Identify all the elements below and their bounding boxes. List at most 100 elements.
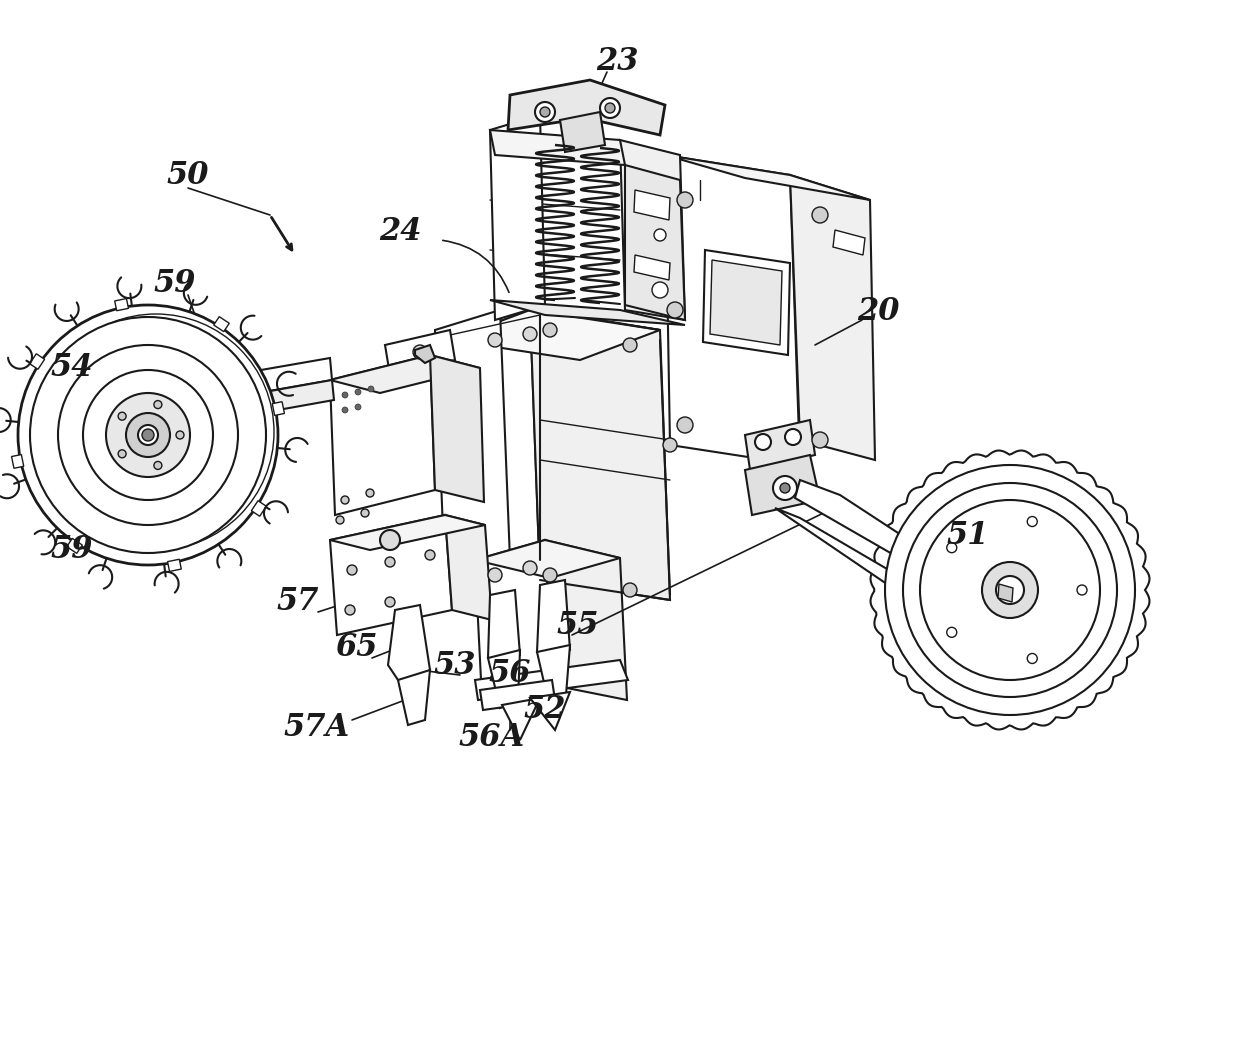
Circle shape: [345, 605, 355, 615]
Polygon shape: [475, 540, 620, 578]
Polygon shape: [745, 455, 820, 515]
Circle shape: [667, 302, 683, 318]
Text: 56: 56: [489, 657, 531, 689]
Circle shape: [58, 344, 238, 525]
Circle shape: [413, 344, 427, 359]
Circle shape: [523, 561, 537, 575]
Polygon shape: [508, 80, 665, 135]
Circle shape: [379, 530, 401, 550]
Polygon shape: [529, 692, 570, 730]
Circle shape: [534, 102, 556, 122]
Circle shape: [355, 404, 361, 410]
Circle shape: [543, 323, 557, 337]
Polygon shape: [537, 580, 570, 656]
Polygon shape: [475, 540, 552, 700]
Circle shape: [885, 465, 1135, 716]
Text: 53: 53: [434, 650, 476, 681]
Circle shape: [653, 229, 666, 241]
Circle shape: [539, 107, 551, 117]
Polygon shape: [537, 644, 570, 700]
Polygon shape: [30, 354, 45, 369]
Polygon shape: [475, 660, 627, 700]
Circle shape: [342, 407, 348, 413]
Polygon shape: [490, 300, 684, 325]
Circle shape: [19, 305, 278, 565]
Text: 57A: 57A: [284, 712, 350, 743]
Circle shape: [384, 597, 396, 607]
Polygon shape: [795, 480, 970, 593]
Text: 59: 59: [154, 267, 196, 299]
Polygon shape: [489, 650, 520, 708]
Text: 23: 23: [595, 47, 639, 77]
Text: 55: 55: [557, 610, 599, 640]
Polygon shape: [252, 500, 267, 516]
Polygon shape: [273, 402, 284, 416]
Text: 20: 20: [857, 297, 899, 328]
Circle shape: [83, 370, 213, 500]
Circle shape: [605, 103, 615, 113]
Circle shape: [118, 412, 126, 420]
Circle shape: [176, 431, 184, 439]
Text: 59: 59: [51, 534, 93, 565]
Circle shape: [622, 338, 637, 352]
Polygon shape: [489, 590, 520, 662]
Polygon shape: [560, 112, 605, 152]
Polygon shape: [330, 515, 453, 635]
Polygon shape: [634, 255, 670, 280]
Circle shape: [523, 326, 537, 341]
Circle shape: [30, 317, 267, 553]
Circle shape: [622, 583, 637, 597]
Text: 57: 57: [277, 586, 319, 618]
Circle shape: [920, 500, 1100, 681]
Polygon shape: [955, 585, 982, 620]
Circle shape: [773, 476, 797, 500]
Circle shape: [600, 98, 620, 118]
Polygon shape: [665, 155, 800, 465]
Circle shape: [903, 483, 1117, 697]
Polygon shape: [620, 140, 684, 320]
Circle shape: [996, 576, 1024, 604]
Circle shape: [361, 509, 370, 517]
Text: 56A: 56A: [459, 723, 525, 754]
Circle shape: [355, 389, 361, 395]
Circle shape: [342, 392, 348, 398]
Polygon shape: [870, 450, 1149, 729]
Polygon shape: [11, 455, 24, 469]
Circle shape: [1027, 653, 1037, 664]
Polygon shape: [711, 260, 782, 344]
Circle shape: [812, 432, 828, 448]
Circle shape: [384, 556, 396, 567]
Polygon shape: [790, 175, 875, 460]
Circle shape: [489, 333, 502, 347]
Polygon shape: [634, 190, 670, 220]
Circle shape: [982, 562, 1038, 618]
Polygon shape: [415, 344, 435, 363]
Polygon shape: [330, 355, 480, 393]
Circle shape: [677, 417, 693, 432]
Text: 54: 54: [51, 353, 93, 384]
Polygon shape: [450, 310, 660, 360]
Polygon shape: [213, 317, 229, 332]
Circle shape: [652, 282, 668, 298]
Circle shape: [489, 568, 502, 582]
Circle shape: [347, 565, 357, 575]
Circle shape: [143, 429, 154, 441]
Text: 65: 65: [336, 633, 378, 664]
Circle shape: [947, 543, 957, 552]
Circle shape: [341, 496, 348, 504]
Polygon shape: [490, 130, 625, 165]
Polygon shape: [219, 379, 334, 420]
Polygon shape: [775, 508, 940, 612]
Polygon shape: [430, 355, 484, 502]
Circle shape: [118, 449, 126, 458]
Circle shape: [677, 192, 693, 208]
Polygon shape: [435, 310, 510, 580]
Polygon shape: [330, 515, 485, 550]
Circle shape: [138, 425, 157, 445]
Circle shape: [368, 386, 374, 392]
Circle shape: [780, 483, 790, 493]
Polygon shape: [665, 155, 870, 200]
Circle shape: [947, 628, 957, 637]
Polygon shape: [450, 310, 539, 610]
Text: 51: 51: [947, 519, 990, 550]
